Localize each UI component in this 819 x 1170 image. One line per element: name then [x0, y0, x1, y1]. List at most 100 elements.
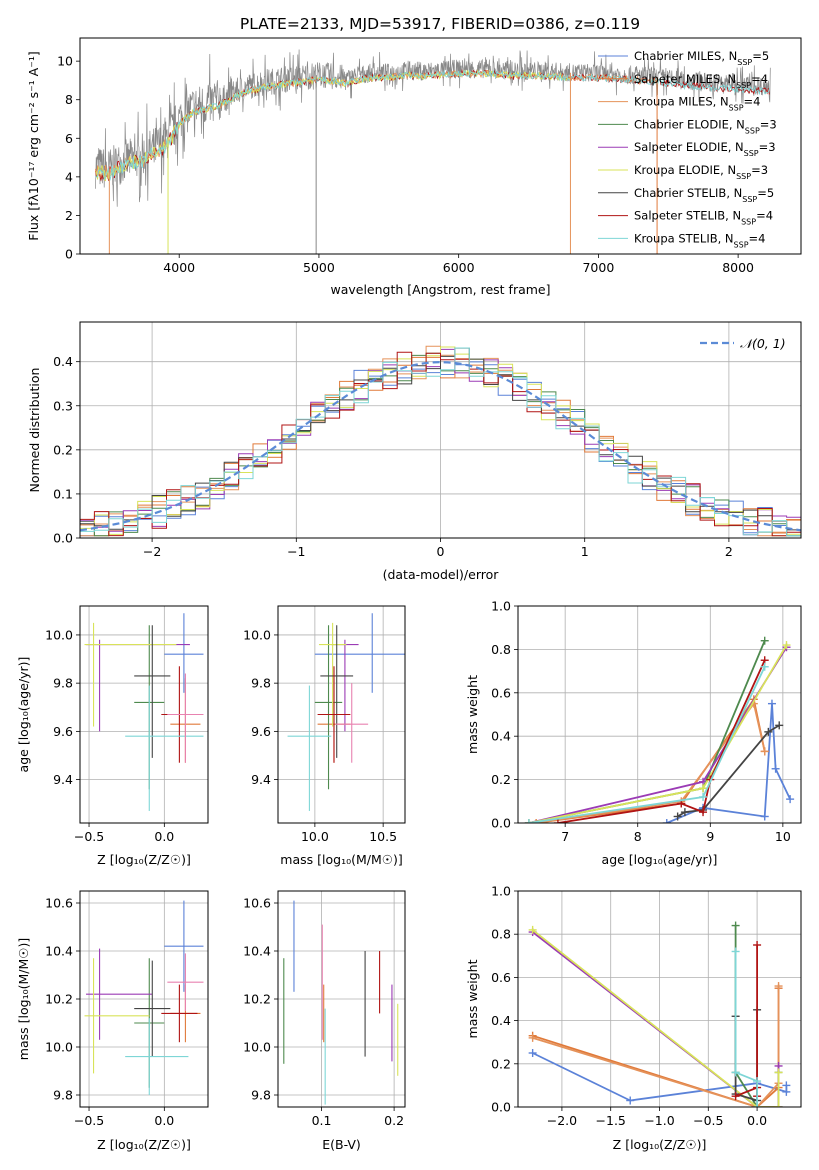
- y-tick-label: 10.0: [45, 627, 73, 642]
- legend-subscript: SSP: [741, 217, 756, 226]
- x-tick-label: 8: [634, 829, 642, 844]
- legend-text: Kroupa ELODIE, N: [634, 163, 736, 177]
- y-tick-label: 10: [57, 54, 73, 69]
- mass_age-plot-area: [287, 613, 405, 811]
- y-tick-label: 10.0: [45, 1040, 73, 1055]
- y-tick-label: 9.6: [53, 724, 73, 739]
- y-tick-label: 0.3: [53, 398, 73, 413]
- histogram-step-kroupa-stelib: [80, 347, 801, 537]
- weight-line-kroupa-stelib: [734, 951, 758, 1107]
- weight-line-salpeter-stelib: [735, 945, 758, 1098]
- y-tick-label: 0.0: [491, 816, 511, 831]
- x-tick-label: 5000: [303, 260, 335, 275]
- legend-label: Chabrier ELODIE, NSSP=3: [634, 117, 777, 135]
- y-tick-label: 0.2: [491, 1056, 511, 1071]
- legend-subscript: SSP: [736, 80, 751, 89]
- x-axis-label: (data-model)/error: [383, 567, 500, 582]
- x-tick-label: −0.5: [74, 829, 104, 844]
- x-tick-label: 9: [706, 829, 714, 844]
- model-line-kroupa-elodie: [95, 69, 571, 182]
- z_weight-plot-area: [528, 921, 791, 1107]
- x-tick-label: 0.0: [747, 1113, 767, 1128]
- legend-value: =3: [751, 163, 768, 177]
- legend-text: Kroupa STELIB, N: [634, 231, 734, 245]
- ebv_mass-plot-area: [283, 900, 399, 1105]
- x-tick-label: 1: [581, 544, 589, 559]
- figure-title: PLATE=2133, MJD=53917, FIBERID=0386, z=0…: [240, 15, 640, 33]
- histogram-step-chabrier-stelib: [80, 347, 801, 531]
- y-tick-label: 0.1: [53, 486, 73, 501]
- y-tick-label: 9.4: [53, 772, 73, 787]
- legend-text: Chabrier ELODIE, N: [634, 117, 745, 131]
- z_weight-panel: −2.0 −1.5 −1.0 −0.5 0.0 0.0 0.2 0.4 0.6 0.8 1.0 Z […: [465, 884, 802, 1152]
- x-tick-label: −1.5: [596, 1113, 626, 1128]
- x-tick-label: 0.0: [154, 1113, 174, 1128]
- x-tick-label: 7000: [582, 260, 614, 275]
- legend-text: Salpeter STELIB, N: [634, 209, 741, 223]
- y-tick-label: 9.8: [53, 1088, 73, 1103]
- y-axis-label: mass weight: [465, 959, 480, 1038]
- z_mass-panel: −0.5 0.0 9.8 10.0 10.2 10.4 10.6 Z [log₁₀(Z/Z☉)…: [16, 890, 209, 1152]
- y-tick-label: 6: [65, 131, 73, 146]
- legend-subscript: SSP: [736, 172, 751, 181]
- legend-subscript: SSP: [744, 149, 759, 158]
- x-tick-label: 4000: [163, 260, 195, 275]
- legend-value: =5: [757, 186, 774, 200]
- y-tick-label: 9.8: [251, 676, 271, 691]
- y-tick-label: 1.0: [491, 884, 511, 899]
- spectrum-panel: 4000 5000 6000 7000 8000 0 2 4 6 8 10 Chabrier MILE…: [26, 37, 802, 297]
- age_weight-plot-area: [524, 636, 795, 823]
- legend-label: Kroupa STELIB, NSSP=4: [634, 231, 765, 249]
- y-tick-label: 9.4: [251, 772, 271, 787]
- x-axis-label: mass [log₁₀(M/M☉)]: [280, 852, 402, 867]
- axes-frame: [79, 321, 802, 539]
- spectrum-plot-area: [94, 49, 771, 254]
- legend-value: =4: [744, 95, 761, 109]
- x-axis-label: E(B-V): [322, 1137, 361, 1152]
- y-tick-label: 9.8: [251, 1088, 271, 1103]
- y-tick-label: 8: [65, 92, 73, 107]
- legend-value: =5: [752, 49, 769, 63]
- y-tick-label: 0.0: [53, 531, 73, 546]
- residuals-panel: −2 −1 0 1 2 0.0 0.1 0.2 0.3 0.4 𝒩(0, 1) (data-model…: [27, 321, 802, 582]
- y-tick-label: 0.4: [491, 1013, 511, 1028]
- y-tick-label: 0.6: [491, 685, 511, 700]
- x-tick-label: 6000: [443, 260, 475, 275]
- x-tick-label: 2: [725, 544, 733, 559]
- x-tick-label: −2: [143, 544, 161, 559]
- x-tick-label: −0.5: [693, 1113, 723, 1128]
- y-tick-label: 0.2: [53, 442, 73, 457]
- y-tick-label: 0.2: [491, 772, 511, 787]
- weight-line-kroupa-elodie: [532, 929, 780, 1107]
- legend-value: =3: [759, 140, 776, 154]
- legend-subscript: SSP: [734, 240, 749, 249]
- weight-line-salpeter-stelib: [557, 659, 766, 823]
- y-tick-label: 1.0: [491, 599, 511, 614]
- legend-value: =4: [749, 231, 766, 245]
- axes-frame: [517, 890, 802, 1108]
- z_mass-plot-area: [84, 900, 204, 1095]
- x-tick-label: 10: [775, 829, 791, 844]
- x-tick-label: −0.5: [74, 1113, 104, 1128]
- y-tick-label: 0.4: [491, 729, 511, 744]
- x-tick-label: 0.0: [154, 829, 174, 844]
- y-tick-label: 4: [65, 169, 73, 184]
- gaussian-curve: [80, 360, 801, 532]
- axes-frame: [277, 890, 406, 1108]
- legend-value: =3: [760, 117, 777, 131]
- x-tick-label: 10.0: [301, 829, 329, 844]
- age_weight-panel: 7 8 9 10 0.0 0.2 0.4 0.6 0.8 1.0 age [log₁₀(age/yr…: [465, 599, 802, 867]
- y-tick-label: 10.6: [45, 896, 73, 911]
- x-tick-label: 0: [437, 544, 445, 559]
- y-tick-label: 0.8: [491, 642, 511, 657]
- y-axis-label: Normed distribution: [27, 368, 42, 493]
- weight-line-salpeter-miles: [532, 988, 780, 1107]
- x-axis-label: Z [log₁₀(Z/Z☉)]: [97, 1137, 191, 1152]
- y-tick-label: 9.6: [251, 724, 271, 739]
- x-axis-label: Z [log₁₀(Z/Z☉)]: [97, 852, 191, 867]
- legend-subscript: SSP: [745, 126, 760, 135]
- residuals-plot-area: [80, 345, 801, 537]
- legend-label: Kroupa MILES, NSSP=4: [634, 95, 760, 113]
- z_age-panel: −0.5 0.0 9.4 9.6 9.8 10.0 Z [log₁₀(Z/Z☉)] age […: [16, 605, 209, 867]
- legend-label: Salpeter MILES, NSSP=4: [634, 72, 768, 90]
